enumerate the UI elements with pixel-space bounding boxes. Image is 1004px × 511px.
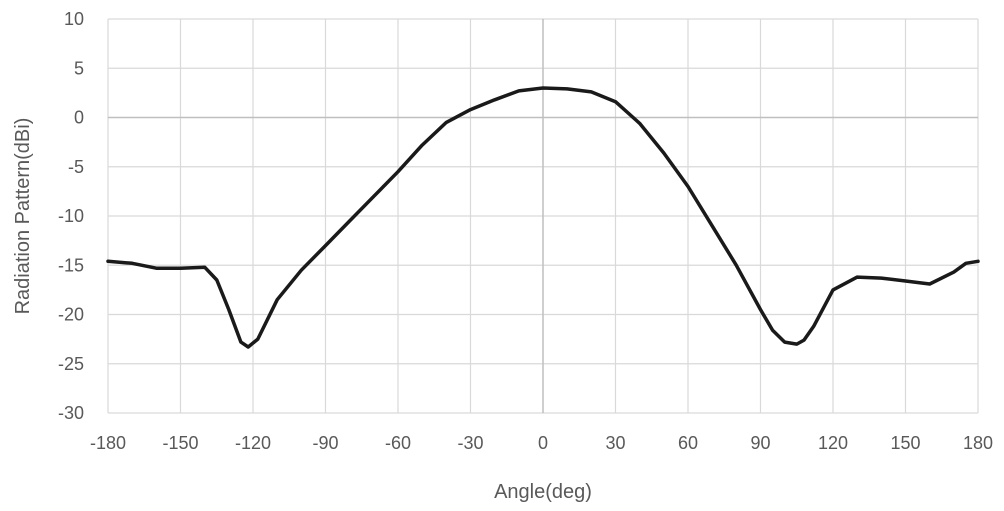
radiation-pattern-line xyxy=(106,86,980,349)
x-tick-label: 150 xyxy=(890,433,920,453)
y-tick-label: 0 xyxy=(74,108,84,128)
y-tick-label: 10 xyxy=(64,9,84,29)
y-tick-label: -15 xyxy=(58,255,84,275)
x-tick-label: -150 xyxy=(162,433,198,453)
x-tick-label: 0 xyxy=(538,433,548,453)
y-tick-label: -30 xyxy=(58,403,84,423)
y-tick-label: 5 xyxy=(74,58,84,78)
x-axis-title: Angle(deg) xyxy=(494,481,592,503)
x-tick-label: 180 xyxy=(963,433,993,453)
series-layer xyxy=(106,86,980,349)
x-tick-label: -60 xyxy=(385,433,411,453)
y-axis-title: Radiation Pattern(dBi) xyxy=(12,118,34,315)
x-tick-label: 90 xyxy=(750,433,770,453)
y-tick-label: -25 xyxy=(58,354,84,374)
y-tick-label: -10 xyxy=(58,206,84,226)
x-tick-label: 60 xyxy=(678,433,698,453)
zero-axis-lines xyxy=(108,19,978,413)
x-tick-label: -180 xyxy=(90,433,126,453)
x-tick-label: -30 xyxy=(457,433,483,453)
y-tick-label: -5 xyxy=(68,157,84,177)
x-tick-labels: -180 -150 -120 -90 -60 -30 0 30 60 90 120 150 180 xyxy=(90,433,993,453)
x-tick-label: -90 xyxy=(312,433,338,453)
x-tick-label: -120 xyxy=(235,433,271,453)
x-tick-label: 30 xyxy=(605,433,625,453)
y-tick-labels: 10 5 0 -5 -10 -15 -20 -25 -30 xyxy=(58,9,84,423)
x-tick-label: 120 xyxy=(818,433,848,453)
y-tick-label: -20 xyxy=(58,305,84,325)
